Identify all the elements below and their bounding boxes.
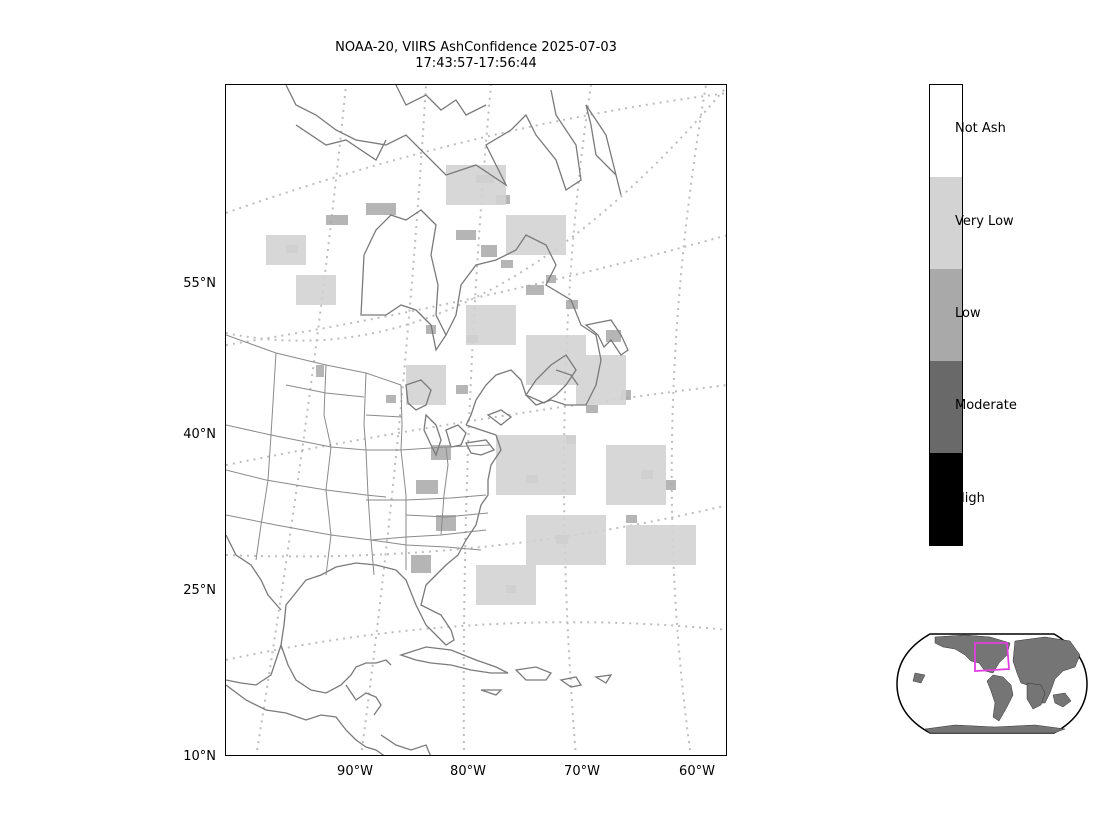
lat-label-55n: 55°N bbox=[183, 276, 216, 291]
lon-label-90w: 90°W bbox=[337, 764, 373, 779]
colorbar-label-low: Low bbox=[955, 306, 981, 321]
lon-label-60w: 60°W bbox=[679, 764, 715, 779]
colorbar-segment-high bbox=[930, 453, 962, 545]
title-line-2: 17:43:57-17:56:44 bbox=[415, 56, 537, 71]
lat-label-40n: 40°N bbox=[183, 427, 216, 442]
colorbar-label-moderate: Moderate bbox=[955, 398, 1017, 413]
ash-pixels-light bbox=[266, 165, 696, 605]
inset-land bbox=[912, 634, 1081, 734]
colorbar bbox=[929, 84, 963, 546]
colorbar-label-not-ash: Not Ash bbox=[955, 121, 1006, 136]
lon-label-80w: 80°W bbox=[450, 764, 486, 779]
graticule bbox=[226, 85, 726, 755]
colorbar-segment-not-ash bbox=[930, 85, 962, 177]
colorbar-label-high: High bbox=[955, 491, 985, 506]
coastlines bbox=[226, 85, 629, 755]
lon-label-70w: 70°W bbox=[564, 764, 600, 779]
title-line-1: NOAA-20, VIIRS AshConfidence 2025-07-03 bbox=[335, 40, 617, 55]
lat-label-25n: 25°N bbox=[183, 583, 216, 598]
inset-globe bbox=[896, 633, 1088, 734]
map-title: NOAA-20, VIIRS AshConfidence 2025-07-03 … bbox=[226, 40, 726, 72]
colorbar-label-very-low: Very Low bbox=[955, 214, 1014, 229]
colorbar-segment-low bbox=[930, 269, 962, 361]
lat-label-10n: 10°N bbox=[183, 749, 216, 764]
state-borders bbox=[226, 334, 492, 576]
map-svg bbox=[226, 85, 726, 755]
colorbar-segment-very-low bbox=[930, 177, 962, 269]
colorbar-segment-moderate bbox=[930, 361, 962, 453]
inset-extent-box bbox=[974, 642, 1010, 672]
map-panel bbox=[225, 84, 727, 756]
